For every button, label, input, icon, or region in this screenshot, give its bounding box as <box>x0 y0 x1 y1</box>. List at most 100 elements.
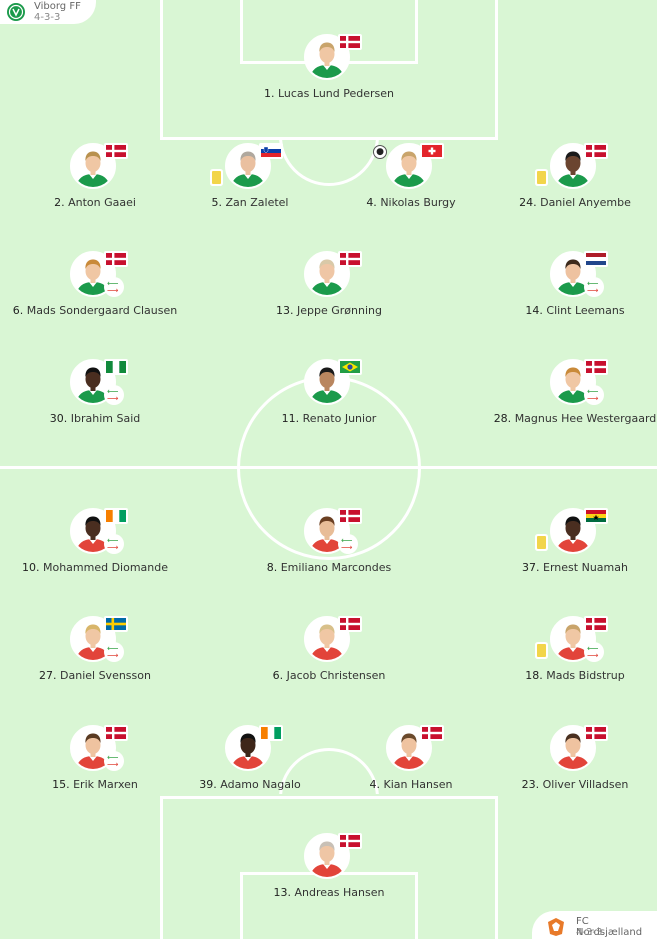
home-player-6[interactable]: ⟵ ⟶ 6. Mads Sondergaard Clausen <box>0 251 190 331</box>
shirt-number: 28. <box>493 412 512 425</box>
yellow-card-icon <box>537 644 546 657</box>
player-name[interactable]: 8. Emiliano Marcondes <box>234 561 424 574</box>
viborg-crest-icon <box>6 2 26 22</box>
away-player-8[interactable]: 39. Adamo Nagalo <box>155 725 345 805</box>
player-name[interactable]: 28. Magnus Hee Westergaard <box>480 412 657 425</box>
player-name-text: Renato Junior <box>302 412 377 425</box>
yellow-card-icon <box>537 536 546 549</box>
home-player-4[interactable]: ● 4. Nikolas Burgy <box>316 143 506 223</box>
player-name-text: Mads Bidstrup <box>546 669 625 682</box>
bottom-penalty-box-left <box>160 796 163 939</box>
player-photo[interactable] <box>550 143 596 189</box>
flag-ci-icon <box>104 508 128 524</box>
player-photo[interactable] <box>70 143 116 189</box>
player-name[interactable]: 11. Renato Junior <box>234 412 424 425</box>
top-penalty-box-bottom <box>160 137 498 140</box>
home-player-2[interactable]: 2. Anton Gaaei <box>0 143 190 223</box>
player-name[interactable]: 23. Oliver Villadsen <box>480 778 657 791</box>
player-name[interactable]: 14. Clint Leemans <box>480 304 657 317</box>
substitution-arrows-icon: ⟵ ⟶ <box>584 385 604 405</box>
player-name[interactable]: 10. Mohammed Diomande <box>0 561 190 574</box>
bottom-penalty-box-top <box>160 796 498 799</box>
player-name[interactable]: 5. Zan Zaletel <box>155 196 345 209</box>
shirt-number: 11. <box>281 412 300 425</box>
shirt-number: 15. <box>52 778 70 791</box>
yellow-card-icon <box>537 171 546 184</box>
flag-dk-icon <box>104 251 128 267</box>
home-team-name: Viborg FF <box>34 1 81 12</box>
flag-dk-icon <box>104 143 128 159</box>
away-player-3[interactable]: 37. Ernest Nuamah <box>480 508 657 588</box>
player-name[interactable]: 15. Erik Marxen <box>0 778 190 791</box>
player-name[interactable]: 18. Mads Bidstrup <box>480 669 657 682</box>
home-player-7[interactable]: 13. Jeppe Grønning <box>234 251 424 331</box>
away-player-10[interactable]: 23. Oliver Villadsen <box>480 725 657 805</box>
player-photo[interactable] <box>304 359 350 405</box>
substitution-arrows-icon: ⟵ ⟶ <box>104 751 124 771</box>
shirt-number: 4. <box>366 196 377 209</box>
flag-dk-icon <box>584 359 608 375</box>
bottom-goal-box-left <box>240 872 243 939</box>
player-name[interactable]: 24. Daniel Anyembe <box>480 196 657 209</box>
player-name-text: Mohammed Diomande <box>42 561 169 574</box>
away-team-name: FC Nordsjælland <box>576 916 643 938</box>
player-name[interactable]: 27. Daniel Svensson <box>0 669 190 682</box>
away-player-11[interactable]: 13. Andreas Hansen <box>234 833 424 913</box>
home-player-9[interactable]: ⟵ ⟶ 30. Ibrahim Said <box>0 359 190 439</box>
away-player-5[interactable]: 6. Jacob Christensen <box>234 616 424 696</box>
player-name-text: Emiliano Marcondes <box>280 561 392 574</box>
home-player-5[interactable]: 24. Daniel Anyembe <box>480 143 657 223</box>
home-team-tag: Viborg FF 4-3-3 <box>0 0 96 24</box>
player-name[interactable]: 4. Nikolas Burgy <box>316 196 506 209</box>
top-penalty-box-right <box>495 0 498 140</box>
player-name-text: Anton Gaaei <box>68 196 136 209</box>
player-name-text: Lucas Lund Pedersen <box>277 87 395 100</box>
player-name-text: Andreas Hansen <box>294 886 385 899</box>
flag-ci-icon <box>259 725 283 741</box>
player-name[interactable]: 13. Andreas Hansen <box>234 886 424 899</box>
substitution-arrows-icon: ⟵ ⟶ <box>104 642 124 662</box>
away-player-4[interactable]: ⟵ ⟶ 27. Daniel Svensson <box>0 616 190 696</box>
flag-ch-icon <box>420 143 444 159</box>
player-name[interactable]: 6. Mads Sondergaard Clausen <box>0 304 190 317</box>
player-name[interactable]: 39. Adamo Nagalo <box>155 778 345 791</box>
player-name-text: Daniel Svensson <box>60 669 151 682</box>
home-player-10[interactable]: 11. Renato Junior <box>234 359 424 439</box>
home-player-3[interactable]: 5. Zan Zaletel <box>155 143 345 223</box>
player-photo[interactable] <box>304 508 350 554</box>
away-formation: 4-3-3 <box>576 927 603 938</box>
home-player-1[interactable]: 1. Lucas Lund Pedersen <box>234 34 424 114</box>
player-name[interactable]: 4. Kian Hansen <box>316 778 506 791</box>
bottom-goal-box-right <box>415 872 418 939</box>
home-player-11[interactable]: ⟵ ⟶ 28. Magnus Hee Westergaard <box>480 359 657 439</box>
away-player-2[interactable]: ⟵ ⟶ 8. Emiliano Marcondes <box>234 508 424 588</box>
player-name[interactable]: 1. Lucas Lund Pedersen <box>234 87 424 100</box>
shirt-number: 27. <box>39 669 57 682</box>
player-name[interactable]: 13. Jeppe Grønning <box>234 304 424 317</box>
player-photo[interactable] <box>304 34 350 80</box>
shirt-number: 37. <box>522 561 540 574</box>
substitution-arrows-icon: ⟵ ⟶ <box>584 277 604 297</box>
away-player-9[interactable]: 4. Kian Hansen <box>316 725 506 805</box>
player-name[interactable]: 2. Anton Gaaei <box>0 196 190 209</box>
player-name-text: Mads Sondergaard Clausen <box>26 304 178 317</box>
shirt-number: 4. <box>369 778 381 791</box>
away-player-6[interactable]: ⟵ ⟶ 18. Mads Bidstrup <box>480 616 657 696</box>
player-name[interactable]: 6. Jacob Christensen <box>234 669 424 682</box>
player-name[interactable]: 37. Ernest Nuamah <box>480 561 657 574</box>
shirt-number: 10. <box>21 561 40 574</box>
player-photo[interactable] <box>550 725 596 771</box>
substitution-arrows-icon: ⟵ ⟶ <box>584 642 604 662</box>
player-name[interactable]: 30. Ibrahim Said <box>0 412 190 425</box>
player-photo[interactable] <box>550 359 596 405</box>
flag-ng-icon <box>104 359 128 375</box>
away-player-7[interactable]: ⟵ ⟶ 15. Erik Marxen <box>0 725 190 805</box>
nordsjaelland-crest-icon <box>546 917 566 937</box>
away-team-tag: FC Nordsjælland 4-3-3 <box>532 911 657 939</box>
shirt-number: 13. <box>276 304 294 317</box>
bottom-penalty-box-right <box>495 796 498 939</box>
shirt-number: 2. <box>54 196 65 209</box>
away-player-1[interactable]: ⟵ ⟶ 10. Mohammed Diomande <box>0 508 190 588</box>
player-name-text: Kian Hansen <box>383 778 453 791</box>
home-player-8[interactable]: ⟵ ⟶ 14. Clint Leemans <box>480 251 657 331</box>
